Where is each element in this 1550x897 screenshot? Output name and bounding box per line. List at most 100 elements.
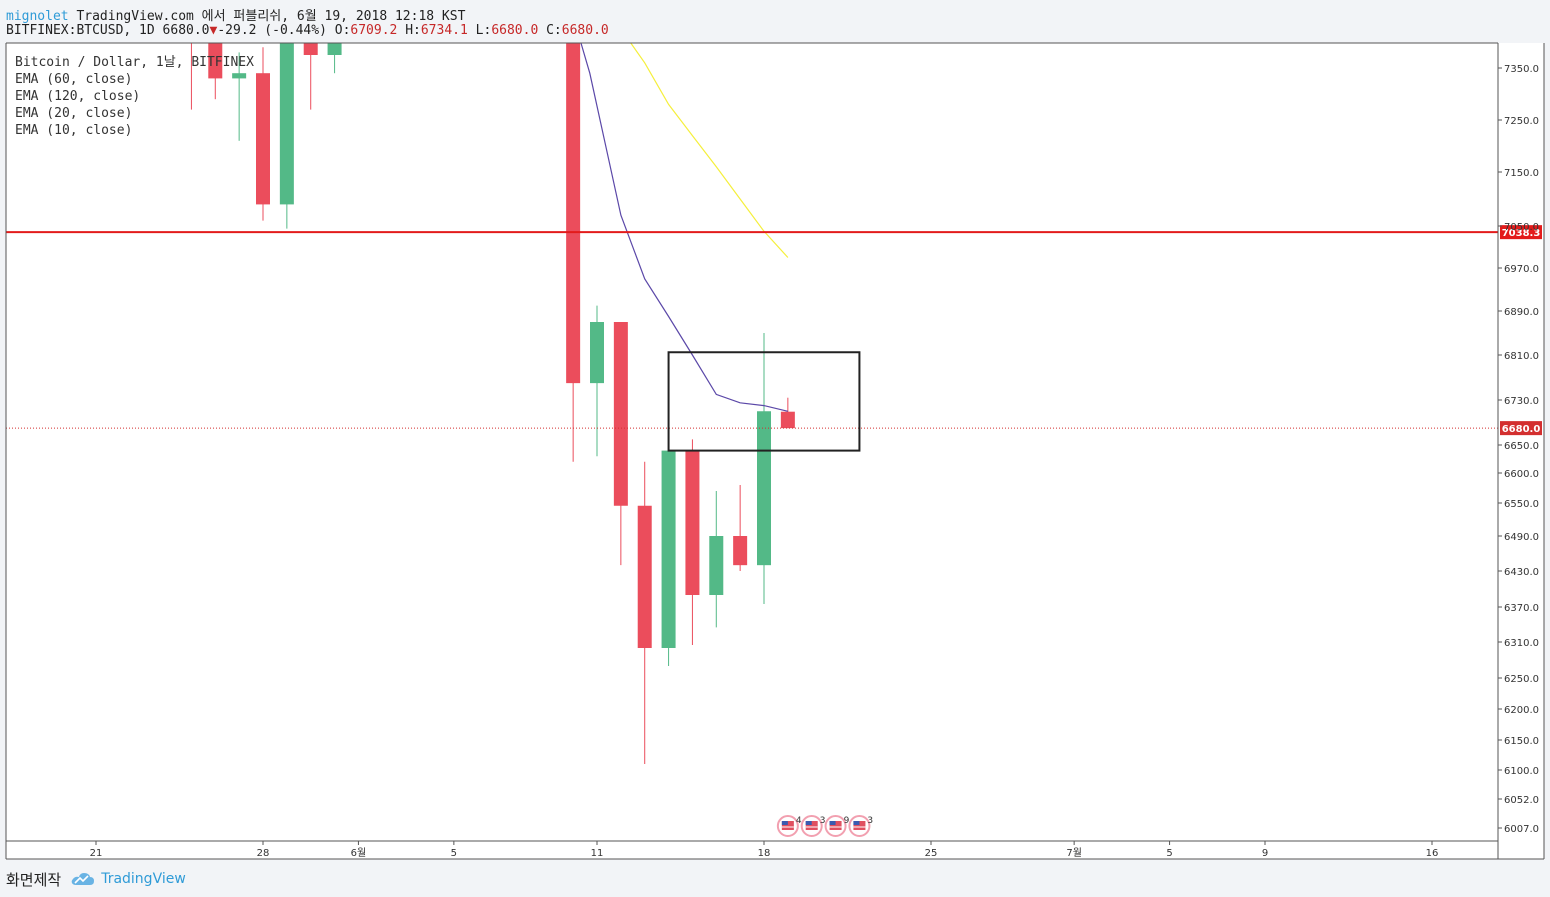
y-tick-label: 6370.0 <box>1504 603 1539 614</box>
tradingview-link[interactable]: TradingView <box>71 871 186 887</box>
low-value: 6680.0 <box>491 23 539 38</box>
candle-body-up[interactable] <box>232 73 247 79</box>
candle-body-down[interactable] <box>566 0 581 384</box>
made-with-text: 화면제작 <box>6 870 62 889</box>
x-tick-label: 28 <box>257 848 270 859</box>
flag-canton <box>781 821 788 825</box>
cloud-icon <box>71 873 95 885</box>
candle-body-up[interactable] <box>279 11 294 205</box>
price-change: -29.2 (-0.44%) <box>217 23 327 38</box>
flag-icon <box>853 821 866 830</box>
candle-body-up[interactable] <box>590 322 604 384</box>
x-tick-label: 18 <box>758 848 771 859</box>
high-label: H: <box>405 23 421 38</box>
close-label: C: <box>546 23 562 38</box>
event-badges[interactable]: 4 3 9 3 <box>776 815 873 837</box>
event-count: 9 <box>844 816 850 826</box>
flag-icon <box>829 821 842 830</box>
candle-body-down[interactable] <box>208 32 223 79</box>
legend-symbol[interactable]: Bitcoin / Dollar, 1날, BITFINEX <box>15 55 254 70</box>
y-tick-label: 7050.0 <box>1504 222 1539 233</box>
legend-ema-20[interactable]: EMA (20, close) <box>15 106 133 121</box>
candle-body-up[interactable] <box>661 450 676 648</box>
symbol-label: BITFINEX:BTCUSD, 1D <box>6 23 155 38</box>
x-tick-label: 21 <box>90 848 103 859</box>
ema-10-line[interactable] <box>573 16 789 412</box>
plot-area <box>6 43 1498 841</box>
ema-20-line[interactable] <box>611 0 789 258</box>
event-count: 4 <box>796 816 802 826</box>
candle-body-down[interactable] <box>184 21 198 31</box>
time-axis[interactable] <box>6 841 1544 859</box>
y-tick-label: 6550.0 <box>1504 499 1539 510</box>
candles-layer <box>184 0 795 764</box>
flag-canton <box>829 821 836 825</box>
close-value: 6680.0 <box>561 23 609 38</box>
publish-info: mignolet TradingView.com 에서 퍼블리쉬, 6월 19,… <box>6 5 465 24</box>
x-tick-label: 11 <box>591 848 604 859</box>
x-tick-label: 5 <box>451 848 457 859</box>
flag-canton <box>805 821 812 825</box>
price-tag-label: 6680.0 <box>1502 424 1541 435</box>
flag-icon <box>781 821 794 830</box>
y-tick-label: 6052.0 <box>1504 795 1539 806</box>
x-tick-label: 25 <box>925 848 938 859</box>
x-tick-label: 7월 <box>1066 847 1082 859</box>
legend-ema-120[interactable]: EMA (120, close) <box>15 89 141 104</box>
price-tag-bg <box>1500 421 1542 436</box>
last-price: 6680.0 <box>162 23 210 38</box>
price-tag-label: 7038.3 <box>1502 228 1541 239</box>
y-tick-label: 6200.0 <box>1504 705 1539 716</box>
x-tick-label: 6월 <box>351 847 367 859</box>
price-tag-bg <box>1500 225 1542 240</box>
footer: 화면제작 TradingView <box>6 868 186 890</box>
open-value: 6709.2 <box>350 23 398 38</box>
y-tick-label: 6810.0 <box>1504 351 1539 362</box>
candle-body-down[interactable] <box>256 73 270 205</box>
candle-body-down[interactable] <box>637 505 652 648</box>
candle-body-down[interactable] <box>733 536 748 566</box>
y-tick-label: 7350.0 <box>1504 64 1539 75</box>
annotation-rectangle[interactable] <box>667 351 861 452</box>
y-tick-label: 6007.0 <box>1504 824 1539 835</box>
y-tick-label: 7150.0 <box>1504 168 1539 179</box>
level-lines-layer: 7038.3 6680.0 <box>6 225 1542 452</box>
down-arrow-icon: ▼ <box>209 23 218 38</box>
x-tick-label: 5 <box>1166 848 1172 859</box>
legend-ema-60[interactable]: EMA (60, close) <box>15 72 133 87</box>
y-tick-label: 6970.0 <box>1504 264 1539 275</box>
flag-canton <box>853 821 860 825</box>
flag-icon <box>805 821 818 830</box>
brand-name: TradingView <box>101 871 186 887</box>
low-label: L: <box>475 23 492 38</box>
legend-ema-10[interactable]: EMA (10, close) <box>15 123 133 138</box>
y-tick-label: 6100.0 <box>1504 766 1539 777</box>
author-name[interactable]: mignolet <box>6 9 69 24</box>
candle-body-down[interactable] <box>780 411 795 429</box>
symbol-info: BITFINEX:BTCUSD, 1D 6680.0▼-29.2 (-0.44%… <box>6 23 609 38</box>
open-label: O: <box>334 23 351 38</box>
candle-body-down[interactable] <box>613 322 628 506</box>
y-tick-label: 6600.0 <box>1504 469 1539 480</box>
event-count: 3 <box>867 816 873 826</box>
candle-body-up[interactable] <box>327 42 342 55</box>
y-tick-label: 7250.0 <box>1504 116 1539 127</box>
y-tick-label: 6730.0 <box>1504 396 1539 407</box>
candle-body-down[interactable] <box>303 11 318 56</box>
y-tick-label: 6430.0 <box>1504 567 1539 578</box>
high-value: 6734.1 <box>420 23 468 38</box>
candle-body-down[interactable] <box>685 450 700 595</box>
y-tick-label: 6490.0 <box>1504 532 1539 543</box>
y-tick-label: 6250.0 <box>1504 674 1539 685</box>
y-tick-label: 6310.0 <box>1504 638 1539 649</box>
event-count: 3 <box>820 816 826 826</box>
candle-body-up[interactable] <box>757 411 771 566</box>
x-tick-label: 16 <box>1426 848 1439 859</box>
y-tick-label: 6650.0 <box>1504 441 1539 452</box>
x-tick-label: 9 <box>1262 848 1268 859</box>
candle-body-up[interactable] <box>709 536 724 595</box>
ema-layer <box>573 0 789 412</box>
y-axis-labels: 7350.0 7250.0 7150.0 7050.0 6970.0 6890.0 6810… <box>1498 64 1539 835</box>
price-axis[interactable] <box>1498 43 1544 841</box>
